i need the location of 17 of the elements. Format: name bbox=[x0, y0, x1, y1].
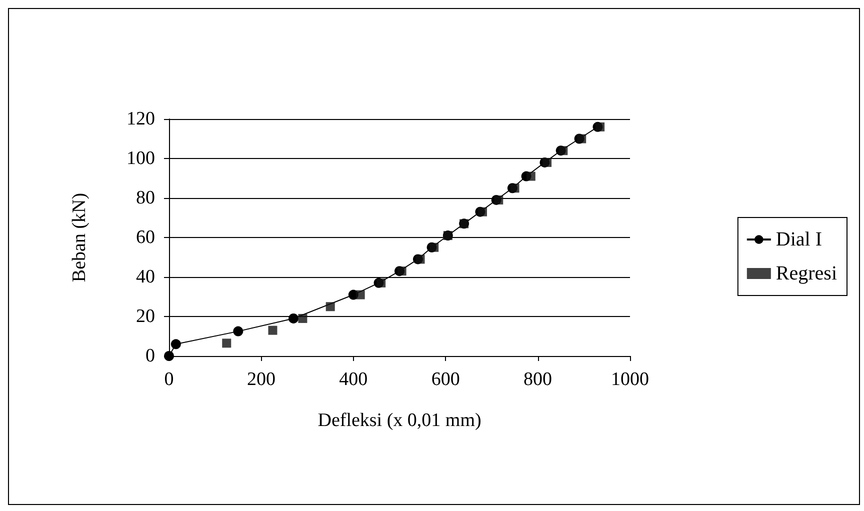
y-tick-label: 60 bbox=[136, 227, 155, 248]
y-tick-label: 40 bbox=[136, 266, 155, 288]
y-axis-title: Beban (kN) bbox=[69, 192, 90, 282]
x-tick-label: 400 bbox=[339, 369, 368, 390]
x-tick-label: 800 bbox=[524, 369, 552, 390]
y-tick-label: 80 bbox=[136, 188, 155, 208]
legend-label: Dial I bbox=[776, 228, 822, 250]
x-tick-label: 0 bbox=[164, 369, 174, 390]
x-axis-title: Defleksi (x 0,01 mm) bbox=[318, 410, 482, 431]
x-tick-label: 200 bbox=[246, 369, 276, 390]
y-tick-label: 20 bbox=[136, 306, 155, 327]
y-tick-label: 0 bbox=[146, 346, 155, 366]
y-tick-label: 120 bbox=[126, 108, 155, 130]
x-tick-label: 600 bbox=[431, 369, 460, 390]
x-tick-label: 1000 bbox=[611, 369, 649, 390]
legend-label: Regresi bbox=[776, 262, 838, 284]
y-tick-label: 100 bbox=[126, 148, 155, 169]
